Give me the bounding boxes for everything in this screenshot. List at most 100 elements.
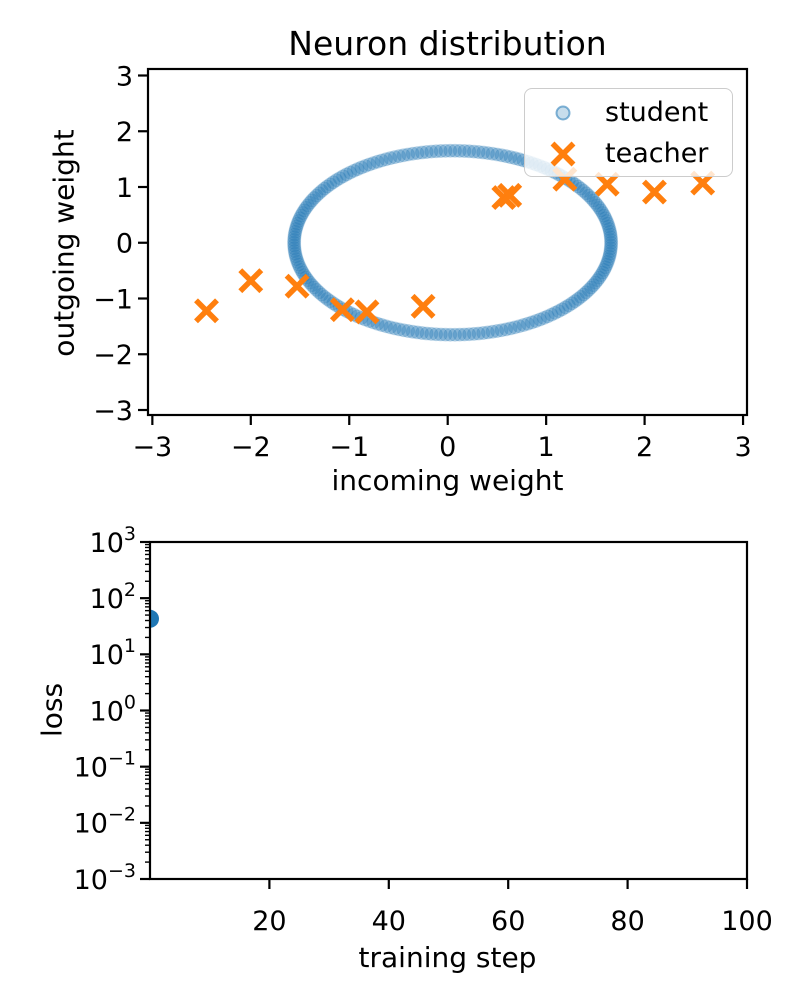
student-point (520, 316, 535, 331)
student-point (312, 186, 327, 201)
student-point (586, 278, 601, 293)
teacher-marker-glyph (550, 141, 576, 166)
top-plot-spines (146, 67, 749, 417)
student-point (383, 320, 398, 335)
student-point (598, 211, 613, 226)
student-point (387, 150, 402, 165)
student-point (485, 146, 500, 161)
student-point (326, 175, 341, 190)
student-point (362, 157, 377, 172)
student-point (584, 280, 599, 295)
student-point (590, 198, 605, 213)
student-point (603, 241, 618, 256)
student-point (424, 326, 439, 341)
student-point (602, 249, 617, 264)
student-point (287, 227, 302, 242)
student-point (490, 324, 505, 339)
legend-label-student: student (605, 97, 709, 128)
student-point (294, 262, 309, 277)
student-point (343, 165, 358, 180)
student-point (433, 144, 448, 159)
student-point (374, 318, 389, 333)
student-point (584, 190, 599, 205)
student-point (392, 322, 407, 337)
student-point (494, 323, 509, 338)
student-point (594, 268, 609, 283)
x-tick-label: 20 (252, 906, 286, 937)
x-tick-label: −2 (231, 432, 271, 463)
y-tick-label: 10−1 (74, 747, 136, 783)
student-point (599, 257, 614, 272)
y-tick-label: 10−2 (74, 804, 136, 840)
student-point (447, 143, 462, 158)
student-point (597, 262, 612, 277)
student-point (602, 224, 617, 239)
student-point (466, 326, 481, 341)
student-point (600, 254, 615, 269)
student-point (452, 327, 467, 342)
student-point (287, 238, 302, 253)
y-tick-label: −1 (93, 284, 133, 315)
student-point (329, 173, 344, 188)
teacher-point (284, 273, 310, 299)
student-point (532, 312, 547, 327)
student-point (378, 319, 393, 334)
student-point (471, 145, 486, 160)
student-point (462, 327, 477, 342)
x-tick-label: 3 (734, 432, 751, 463)
student-marker-icon (555, 105, 571, 120)
student-point (599, 213, 614, 228)
student-point (410, 325, 425, 340)
student-point (307, 280, 322, 295)
y-tick-label: 10−3 (74, 860, 136, 896)
y-tick-label: 2 (116, 117, 133, 148)
loss-point (150, 609, 159, 628)
student-point (287, 235, 302, 250)
student-point (339, 167, 354, 182)
student-point (544, 307, 559, 322)
student-marker-glyph (555, 105, 571, 120)
student-point (561, 298, 576, 313)
student-point (429, 144, 444, 159)
x-tick-label: −1 (329, 432, 369, 463)
student-point (592, 200, 607, 215)
student-point (603, 243, 618, 258)
student-point (551, 304, 566, 319)
y-tick-label: 101 (90, 635, 136, 671)
student-point (598, 260, 613, 275)
student-point (548, 305, 563, 320)
student-point (564, 296, 579, 311)
x-tick-label: −3 (132, 432, 172, 463)
student-point (540, 309, 555, 324)
student-point (298, 200, 313, 215)
student-point (378, 152, 393, 167)
student-point (312, 285, 327, 300)
student-point (410, 146, 425, 161)
student-point (438, 327, 453, 342)
y-tick-label: 1 (116, 173, 133, 204)
student-point (579, 186, 594, 201)
student-point (295, 206, 310, 221)
teacher-point (329, 297, 355, 323)
legend: student teacher (524, 88, 733, 177)
student-point (309, 188, 324, 203)
bottom-plot-spines (148, 540, 749, 881)
student-point (586, 193, 601, 208)
student-point (288, 222, 303, 237)
y-tick-label: 0 (116, 229, 133, 260)
student-point (288, 246, 303, 261)
student-point (516, 318, 531, 333)
student-point (291, 257, 306, 272)
student-point (424, 144, 439, 159)
student-point (294, 208, 309, 223)
student-point (287, 232, 302, 247)
student-point (314, 183, 329, 198)
student-point (307, 190, 322, 205)
student-point (323, 177, 338, 192)
x-tick-label: 60 (491, 906, 525, 937)
student-point (594, 203, 609, 218)
student-point (590, 273, 605, 288)
student-point (314, 287, 329, 302)
student-point (387, 321, 402, 336)
student-point (383, 151, 398, 166)
